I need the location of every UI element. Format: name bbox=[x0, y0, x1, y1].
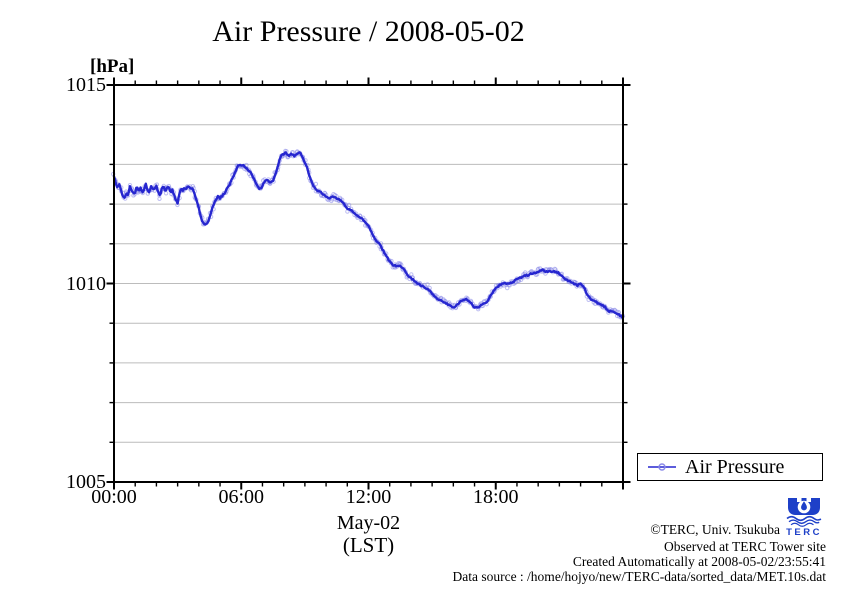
terc-logo-text: TERC bbox=[786, 527, 822, 537]
y-tick-label: 1015 bbox=[66, 74, 106, 96]
air-pressure-series bbox=[111, 148, 626, 320]
chart-title: Air Pressure / 2008-05-02 bbox=[212, 15, 525, 48]
gridlines bbox=[114, 124, 623, 443]
footer-text-block: Observed at TERC Tower site Created Auto… bbox=[452, 539, 826, 584]
x-axis-timezone-label: (LST) bbox=[342, 533, 395, 557]
data-point-marker bbox=[346, 202, 352, 208]
copyright-text: ©TERC, Univ. Tsukuba bbox=[650, 522, 780, 537]
x-axis-date-label: May-02 bbox=[336, 512, 401, 534]
plot-frame bbox=[113, 84, 624, 483]
x-tick-label: 00:00 bbox=[91, 486, 137, 508]
data-point-marker bbox=[157, 196, 162, 202]
legend-line-sample bbox=[648, 463, 676, 471]
y-tick-label: 1010 bbox=[66, 272, 106, 295]
data-point-marker bbox=[313, 181, 319, 187]
data-point-marker bbox=[163, 191, 169, 196]
data-source-text: Data source : /home/hojyo/new/TERC-data/… bbox=[452, 569, 826, 584]
legend-marker-icon bbox=[658, 463, 666, 471]
x-tick-label: 12:00 bbox=[345, 486, 392, 508]
data-line bbox=[112, 151, 625, 319]
observed-at-text: Observed at TERC Tower site bbox=[663, 539, 826, 554]
x-tick-label: 06:00 bbox=[218, 486, 265, 508]
y-axis-unit-label: [hPa] bbox=[90, 56, 135, 77]
y-tick-label: 1005 bbox=[66, 471, 106, 493]
x-tick-label: 18:00 bbox=[472, 486, 519, 508]
terc-logo-icon: TERC bbox=[786, 498, 822, 537]
created-at-text: Created Automatically at 2008-05-02/23:5… bbox=[572, 554, 826, 569]
legend-box: Air Pressure bbox=[637, 453, 823, 481]
data-point-marker bbox=[425, 282, 430, 287]
legend-label: Air Pressure bbox=[685, 455, 785, 478]
